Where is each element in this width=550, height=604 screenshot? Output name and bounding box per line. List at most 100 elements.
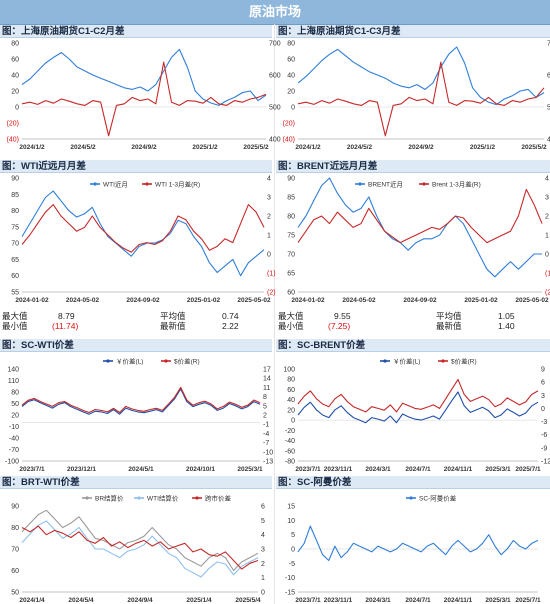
y2-tick-label: -4 [263, 431, 269, 438]
x-tick-label: 2023/12/1 [67, 466, 96, 473]
y2-tick-label: 0 [267, 252, 271, 259]
y2-tick-label: 4 [267, 176, 271, 183]
x-tick-label: 2025-05-02 [515, 297, 549, 304]
y-tick-label: -40 [9, 436, 19, 443]
y-tick-label: 80 [11, 390, 19, 397]
y2-tick-label: 1 [545, 233, 549, 240]
y-tick-label: 60 [287, 387, 295, 394]
x-tick-label: 2023/7/1 [295, 466, 321, 473]
x-tick-label: 2024/1/4 [19, 597, 45, 604]
x-tick-label: 2024/1/2 [295, 144, 321, 151]
series-line [21, 520, 259, 578]
y-tick-label: 60 [11, 273, 19, 280]
legend-label: WTI结算价 [147, 494, 179, 503]
y-tick-label: 110 [8, 378, 19, 385]
legend-marker [358, 182, 362, 186]
stat-label: 平均值 [436, 311, 462, 321]
legend-label: WTI 1-3月差(R) [155, 180, 200, 189]
y2-tick-label: -13 [263, 459, 273, 466]
stat-value: 2.22 [222, 321, 239, 331]
legend-marker [137, 496, 141, 500]
y-tick-label: 80 [287, 214, 295, 221]
chart-wti-spread: 90 85 80 75 70 65 60 55 4 3 2 1 0 (1) (2) 2024-01-02 202… [11, 176, 275, 305]
series-line [21, 61, 267, 137]
x-tick-label: 2024/9/4 [127, 597, 153, 604]
y-tick-label: 20 [11, 89, 19, 96]
series-line [297, 46, 545, 106]
series-line [297, 177, 542, 278]
x-tick-label: 2024/3/1 [365, 466, 391, 473]
x-tick-label: 2025/5/4 [235, 597, 261, 604]
y2-tick-label: 2 [261, 561, 265, 568]
x-tick-label: 2024-01-02 [291, 297, 325, 304]
x-tick-label: 2024-05-02 [342, 297, 376, 304]
chart-sc-wti: 140 110 80 50 20 -10 -40 -70 -100 17 14 11 8 5 2 -1 -4 -7… [5, 357, 273, 474]
x-tick-label: 2024/11/1 [444, 597, 473, 604]
legend-label: $价差(R) [174, 357, 200, 366]
x-tick-label: 2024/5/1 [128, 466, 154, 473]
x-tick-label: 2023/11/1 [324, 597, 353, 604]
legend-marker [164, 359, 168, 363]
x-tick-label: 2025/7/1 [515, 597, 541, 604]
legend-marker [195, 496, 199, 500]
legend-marker [145, 182, 149, 186]
y2-tick-label: -12 [541, 459, 550, 466]
stat-label: 最大值 [2, 311, 28, 321]
stat-value: 1.05 [498, 311, 515, 321]
y2-tick-label: 0 [545, 252, 549, 259]
y-tick-label: (20) [7, 121, 19, 128]
y-tick-label: 60 [287, 57, 295, 64]
y2-tick-label: 5 [261, 518, 265, 525]
y-tick-label: 75 [11, 224, 19, 231]
panel-title: 图：BRENT近远月月差 [276, 160, 550, 173]
x-tick-label: 2025/5/2 [521, 144, 547, 151]
y-tick-label: -10 [9, 424, 19, 431]
banner-title: 原油市场 [0, 0, 550, 25]
legend-marker [422, 182, 426, 186]
series-line [21, 525, 259, 570]
legend-label: ￥价差(L) [116, 357, 143, 366]
panel-title: 图：SC-WTI价差 [0, 339, 272, 352]
legend-label: Brent 1-3月差(R) [432, 180, 481, 189]
y-tick-label: 70 [11, 241, 19, 248]
y-tick-label: 0 [291, 418, 295, 425]
y-tick-label: -10 [285, 575, 295, 582]
y2-tick-label: (1) [545, 271, 550, 278]
y2-tick-label: 700 [547, 41, 550, 48]
series-line [21, 388, 261, 415]
y-tick-label: 55 [11, 290, 19, 297]
stat-value: 1.40 [498, 321, 515, 331]
y2-tick-label: 17 [263, 367, 271, 374]
x-tick-label: 2025/5/2 [243, 144, 269, 151]
y-tick-label: -100 [5, 459, 19, 466]
series-line [297, 391, 539, 424]
x-tick-label: 2024/1/2 [19, 144, 45, 151]
y-tick-label: 90 [287, 176, 295, 183]
y2-tick-label: -10 [263, 449, 273, 456]
legend-marker [383, 359, 387, 363]
panel-title: 图：上海原油期货C1-C2月差 [0, 25, 272, 38]
chart-sc-c1-c3: 80 60 40 20 0 (20) (40) 700 600 500 400 2024/1/2 202… [283, 41, 550, 152]
stat-label: 最新值 [436, 321, 462, 331]
legend-label: WTI近月 [103, 180, 128, 189]
y-tick-label: 90 [11, 176, 19, 183]
stat-label: 最大值 [278, 311, 304, 321]
x-tick-label: 2023/7/1 [19, 466, 45, 473]
y-tick-label: (20) [283, 121, 295, 128]
chart-brent-spread: 90 85 80 75 70 65 60 4 3 2 1 0 (1) (2) 2024-01-02 2024-… [287, 176, 550, 305]
y2-tick-label: 3 [267, 195, 271, 202]
x-tick-label: 2025-01-02 [464, 297, 498, 304]
stat-value: 9.55 [334, 311, 351, 321]
stat-label: 平均值 [160, 311, 186, 321]
x-tick-label: 2025/1/2 [192, 144, 218, 151]
y-tick-label: 5 [291, 532, 295, 539]
y2-tick-label: 14 [263, 376, 271, 383]
x-tick-label: 2023/7/1 [295, 597, 321, 604]
series-line [21, 204, 265, 253]
y-tick-label: -60 [285, 448, 295, 455]
chart-sc-c1-c2: 80 60 40 20 0 (20) (40) 700 600 500 400 2024/1/2 202… [7, 41, 281, 152]
x-tick-label: 2025-05-02 [237, 297, 271, 304]
y-tick-label: 60 [11, 568, 19, 575]
panel-title: 图：WTI近远月月差 [0, 160, 272, 173]
y-tick-label: 0 [291, 547, 295, 554]
